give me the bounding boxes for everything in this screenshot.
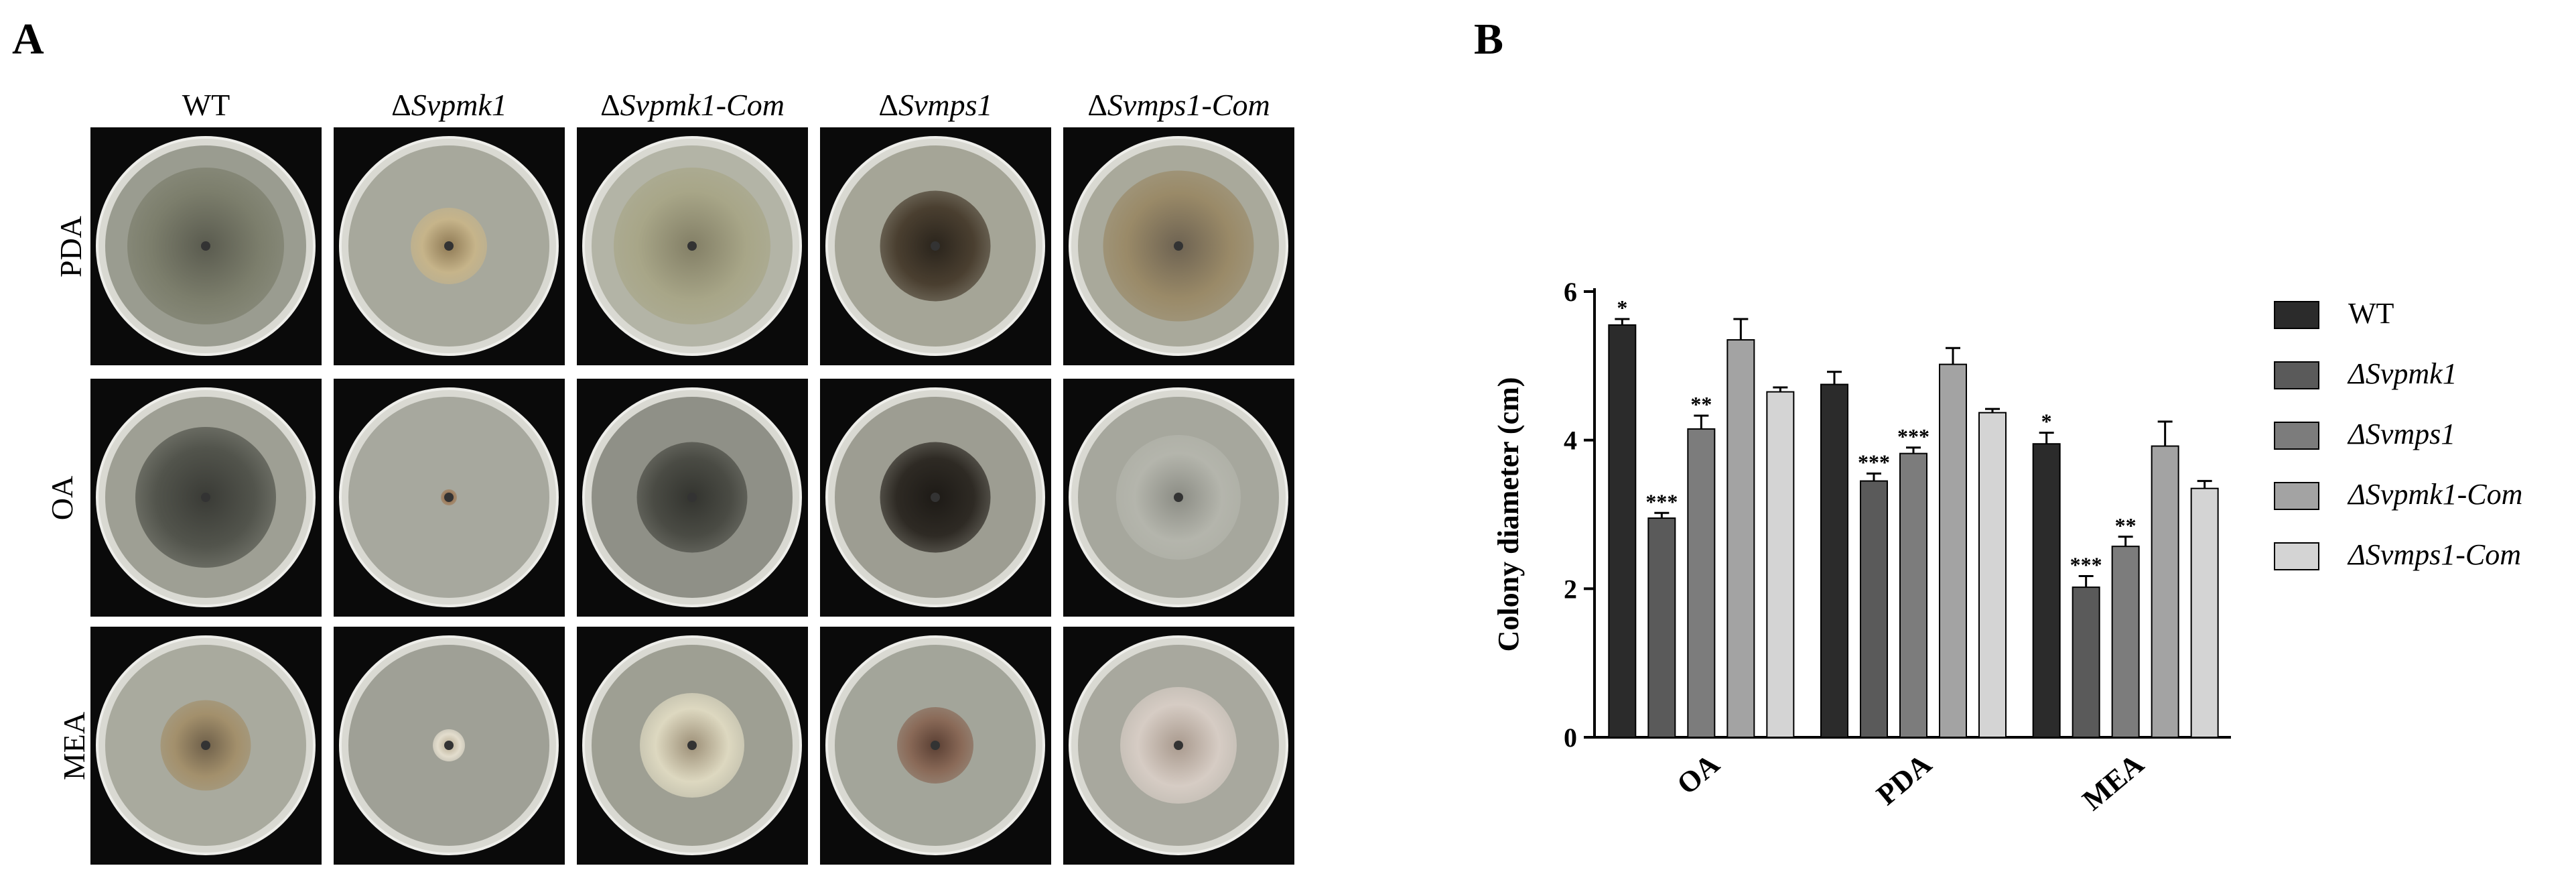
legend-label-2: ΔSvmps1 (2347, 418, 2455, 450)
x-tick-label-mea: MEA (2076, 747, 2150, 817)
plate-photo-pda-0 (90, 127, 322, 365)
plate-photo-mea-2 (577, 627, 808, 865)
bar-oa-0 (1608, 324, 1637, 738)
bar-mea-3 (2151, 445, 2179, 738)
column-label-delta: Δ (600, 88, 620, 122)
significance-label: *** (1645, 489, 1678, 513)
legend-swatch-2 (2274, 422, 2319, 450)
column-label-strain: Svmps1-Com (1107, 88, 1270, 122)
column-label-0: WT (90, 82, 322, 129)
bar-oa-1 (1647, 517, 1676, 738)
column-label-strain: WT (182, 88, 230, 122)
bar-pda-2 (1899, 452, 1927, 738)
plate-photo-mea-0 (90, 627, 322, 865)
y-tick-label: 0 (1564, 723, 1577, 753)
row-label-oa: OA (45, 475, 80, 520)
y-tick-label: 2 (1564, 574, 1577, 604)
row-label-mea: MEA (57, 711, 92, 780)
significance-label: ** (1690, 392, 1712, 416)
plate-photo-pda-4 (1063, 127, 1294, 365)
significance-label: *** (2070, 552, 2102, 576)
legend-swatch-4 (2274, 542, 2319, 570)
legend-label-4: ΔSvmps1-Com (2347, 538, 2521, 571)
panel-a-letter: A (12, 15, 44, 64)
plate-photo-oa-0 (90, 379, 322, 617)
plate-photo-oa-1 (334, 379, 565, 617)
significance-label: *** (1897, 424, 1929, 448)
column-label-2: ΔSvpmk1-Com (577, 82, 808, 129)
legend-swatch-1 (2274, 361, 2319, 389)
column-label-delta: Δ (391, 88, 411, 122)
bar-mea-4 (2190, 487, 2219, 738)
bar-pda-0 (1820, 383, 1848, 738)
bar-oa-4 (1766, 391, 1795, 738)
legend-label-0: WT (2348, 297, 2394, 330)
row-label-pda: PDA (54, 215, 88, 277)
column-label-3: ΔSvmps1 (820, 82, 1051, 129)
y-axis-label: Colony diameter (cm) (1492, 377, 1525, 652)
bar-mea-0 (2032, 443, 2061, 738)
legend-label-1: ΔSvpmk1 (2347, 357, 2457, 390)
significance-label: *** (1858, 450, 1890, 475)
x-tick-label-pda: PDA (1871, 747, 1938, 812)
significance-label: * (1617, 296, 1627, 320)
legend-label-3: ΔSvpmk1-Com (2347, 478, 2522, 511)
column-label-strain: Svpmk1-Com (620, 88, 785, 122)
plate-photo-mea-1 (334, 627, 565, 865)
panel-b-letter: B (1474, 15, 1504, 64)
plate-photo-oa-2 (577, 379, 808, 617)
bar-pda-1 (1860, 480, 1888, 738)
y-tick-label: 6 (1564, 277, 1577, 307)
plate-photo-mea-4 (1063, 627, 1294, 865)
bar-mea-1 (2072, 586, 2100, 738)
bar-pda-3 (1939, 363, 1967, 739)
plate-photo-pda-2 (577, 127, 808, 365)
x-tick-label-oa: OA (1671, 747, 1726, 801)
bar-mea-2 (2111, 546, 2140, 738)
significance-label: * (2041, 410, 2052, 434)
legend-swatch-0 (2274, 301, 2319, 329)
column-label-strain: Svmps1 (898, 88, 993, 122)
legend-swatch-3 (2274, 482, 2319, 510)
bar-oa-3 (1726, 339, 1755, 738)
bar-pda-4 (1978, 412, 2007, 739)
y-tick-label: 4 (1564, 426, 1577, 456)
plate-photo-oa-3 (820, 379, 1051, 617)
column-label-1: ΔSvpmk1 (334, 82, 565, 129)
plate-photo-pda-1 (334, 127, 565, 365)
plate-photo-pda-3 (820, 127, 1051, 365)
column-label-delta: Δ (878, 88, 899, 122)
column-label-4: ΔSvmps1-Com (1063, 82, 1294, 129)
column-label-delta: Δ (1087, 88, 1107, 122)
plate-photo-oa-4 (1063, 379, 1294, 617)
column-label-strain: Svpmk1 (411, 88, 507, 122)
significance-label: ** (2115, 513, 2137, 538)
plate-photo-mea-3 (820, 627, 1051, 865)
bar-oa-2 (1687, 428, 1716, 738)
